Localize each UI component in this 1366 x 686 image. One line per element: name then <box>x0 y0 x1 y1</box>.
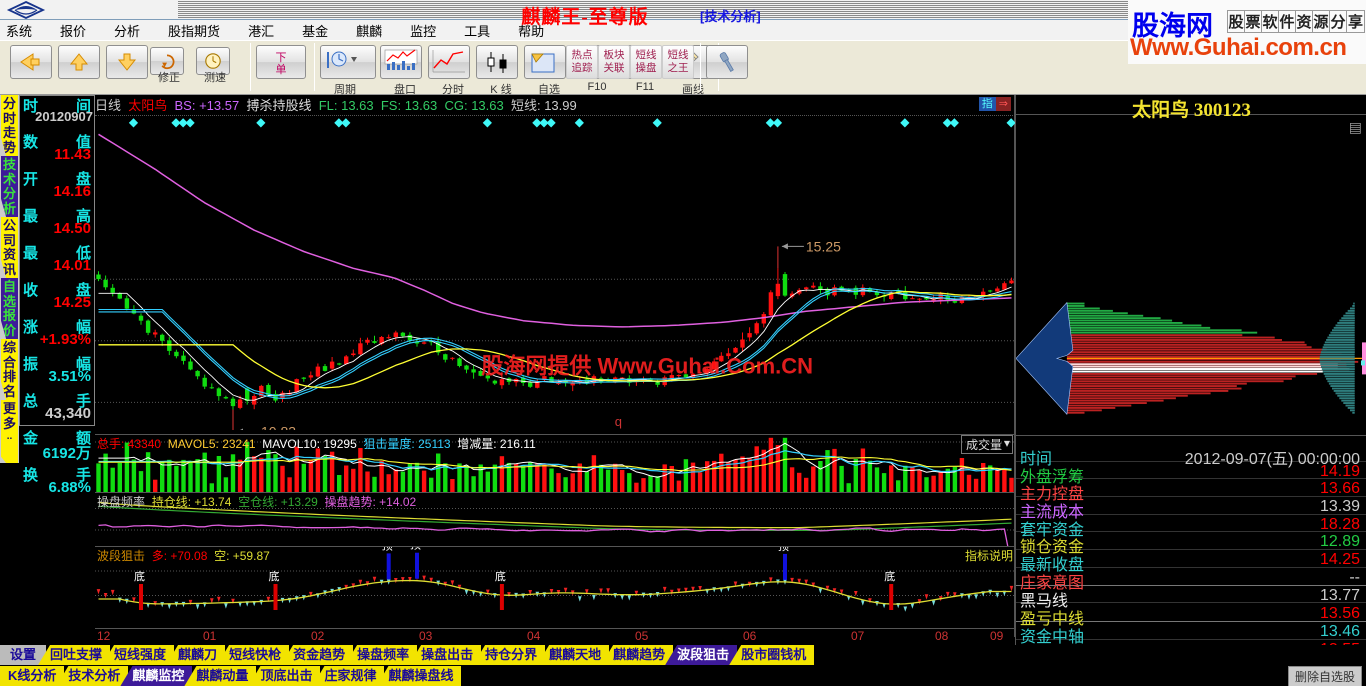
svg-text:10.83: 10.83 <box>261 424 296 431</box>
svg-text:◆: ◆ <box>950 116 960 129</box>
svg-text:单: 单 <box>276 63 287 76</box>
svg-text:15.25: 15.25 <box>806 238 841 254</box>
svg-text:◆: ◆ <box>483 116 493 129</box>
svg-text:◆: ◆ <box>547 116 557 129</box>
svg-text:下: 下 <box>276 52 287 64</box>
svg-text:◆: ◆ <box>186 116 196 129</box>
svg-text:底: 底 <box>884 569 895 583</box>
svg-text:◆: ◆ <box>1007 116 1016 129</box>
svg-text:◆: ◆ <box>129 116 139 129</box>
svg-text:◆: ◆ <box>653 116 663 129</box>
svg-text:◆: ◆ <box>773 116 783 129</box>
svg-text:◆: ◆ <box>575 116 585 129</box>
svg-text:股海网提供 Www.Guhai.Com.CN: 股海网提供 Www.Guhai.Com.CN <box>481 354 813 379</box>
svg-text:◆: ◆ <box>256 116 266 129</box>
svg-text:底: 底 <box>269 569 280 583</box>
svg-text:q: q <box>615 414 622 429</box>
svg-text:顶: 顶 <box>382 547 393 552</box>
svg-text:◆: ◆ <box>341 116 351 129</box>
svg-text:顶: 顶 <box>778 547 789 553</box>
svg-text:底: 底 <box>495 569 506 583</box>
svg-text:顶: 顶 <box>410 547 421 552</box>
svg-text:◆: ◆ <box>900 116 910 129</box>
svg-text:底: 底 <box>134 569 145 583</box>
